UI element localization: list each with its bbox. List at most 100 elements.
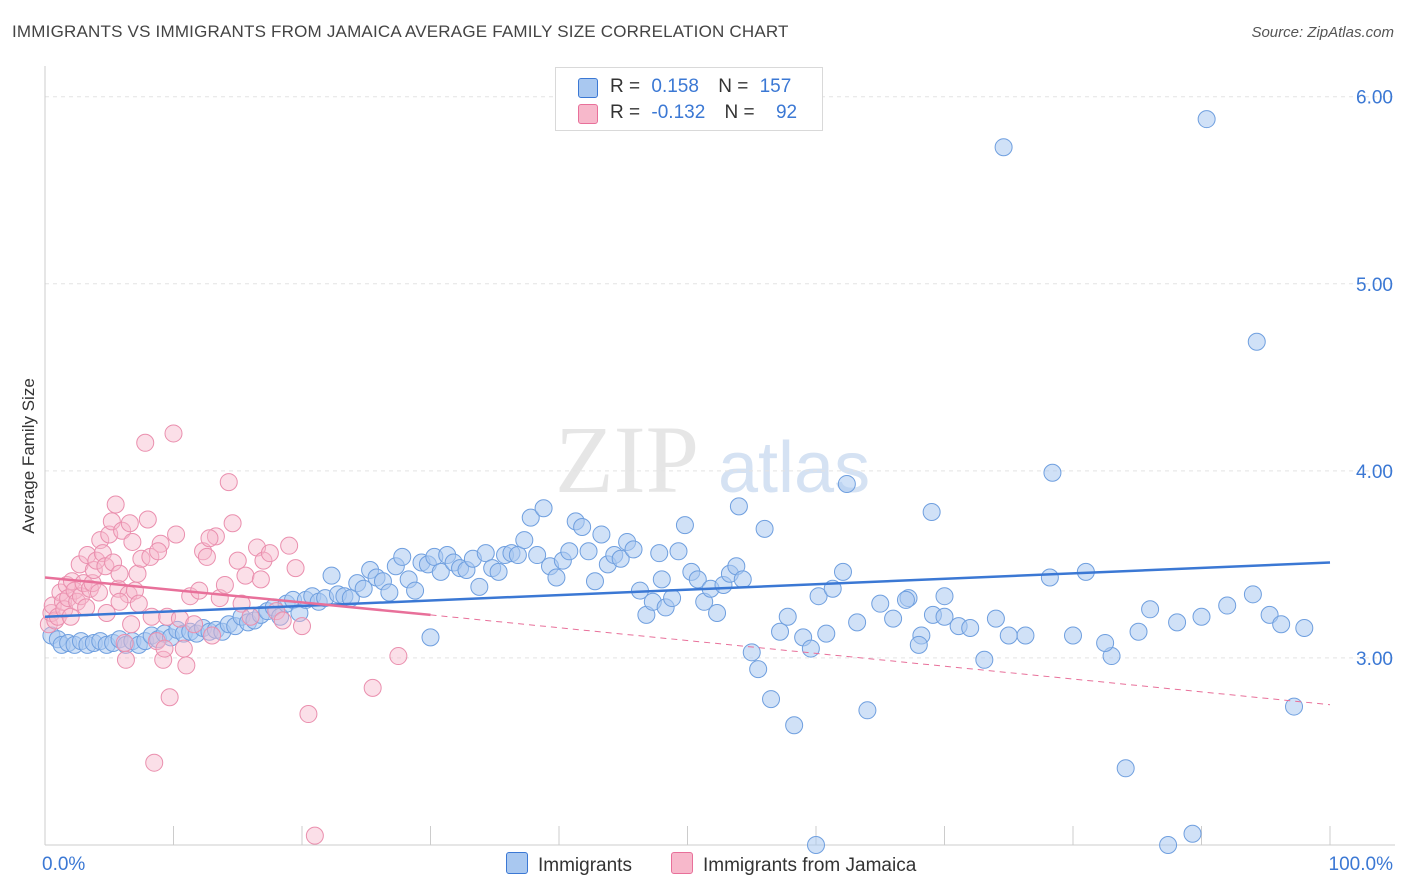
legend-r-value: 0.158 [651, 76, 699, 97]
jamaica-point [115, 633, 134, 652]
bottom-legend-swatch-jamaica [671, 852, 693, 874]
immigrants-point [909, 635, 928, 654]
immigrants-point [733, 570, 752, 589]
immigrants-point [1183, 824, 1202, 843]
immigrants-point [1247, 332, 1266, 351]
immigrants-point [729, 497, 748, 516]
jamaica-point [122, 615, 141, 634]
legend-n-value: 157 [759, 76, 792, 97]
watermark-zip: ZIP [555, 406, 699, 513]
jamaica-point [116, 650, 135, 669]
immigrants-point [785, 716, 804, 735]
jamaica-point [151, 534, 170, 553]
jamaica-point [197, 547, 216, 566]
immigrants-point [858, 701, 877, 720]
series-jamaica-points [39, 424, 408, 845]
jamaica-point [113, 521, 132, 540]
legend-n-value: 92 [775, 102, 798, 123]
jamaica-point [177, 656, 196, 675]
immigrants-point [807, 836, 825, 854]
x-tick-label-max: 100.0% [1329, 854, 1394, 875]
immigrants-point [999, 626, 1018, 645]
series-immigrants-points [42, 110, 1314, 854]
bottom-legend-label: Immigrants from Jamaica [703, 855, 917, 876]
legend-r-label: R = [610, 102, 641, 123]
jamaica-point [89, 583, 108, 602]
immigrants-point [871, 594, 890, 613]
jamaica-point [106, 495, 125, 514]
immigrants-point [778, 607, 797, 626]
jamaica-point [129, 594, 148, 613]
source-label: Source: ZipAtlas.com [1251, 24, 1394, 41]
jamaica-point [155, 639, 174, 658]
jamaica-point [219, 473, 238, 492]
immigrants-point [961, 618, 980, 637]
legend-n-label: N = [724, 102, 755, 123]
jamaica-point [280, 536, 299, 555]
jamaica-point [164, 424, 183, 443]
jamaica-point [203, 626, 222, 645]
immigrants-point [585, 572, 604, 591]
jamaica-point [389, 647, 408, 666]
jamaica-point [110, 592, 129, 611]
jamaica-point [132, 549, 151, 568]
jamaica-point [160, 688, 179, 707]
immigrants-point [380, 583, 399, 602]
immigrants-point [515, 531, 534, 550]
jamaica-point [286, 559, 305, 578]
jamaica-point [138, 510, 157, 529]
immigrants-point [560, 542, 579, 561]
immigrants-point [817, 624, 836, 643]
jamaica-point [236, 566, 255, 585]
jamaica-point [120, 514, 139, 533]
immigrants-point [884, 609, 903, 628]
immigrants-point [1116, 759, 1135, 778]
jamaica-point [147, 632, 166, 651]
immigrants-point [1192, 607, 1211, 626]
immigrants-point [771, 622, 790, 641]
jamaica-point [91, 531, 110, 550]
trend-line-jamaica-extension [430, 614, 1331, 706]
immigrants-point [1285, 697, 1304, 716]
immigrants-point [650, 544, 669, 563]
y-tick-label: 6.00 [1356, 88, 1393, 109]
immigrants-point [663, 589, 682, 608]
immigrants-point [393, 547, 412, 566]
jamaica-point [185, 615, 204, 634]
bottom-legend-jamaica: Immigrants from Jamaica [671, 852, 916, 877]
jamaica-point [299, 705, 318, 724]
jamaica-point [128, 564, 147, 583]
x-tick-label-min: 0.0% [42, 854, 85, 875]
immigrants-point [935, 587, 954, 606]
immigrants-point [421, 628, 440, 647]
immigrants-point [975, 650, 994, 669]
immigrants-point [573, 517, 592, 536]
legend-n-label: N = [718, 76, 749, 97]
jamaica-point [273, 611, 292, 630]
immigrants-point [592, 525, 611, 544]
jamaica-point [77, 598, 96, 617]
jamaica-point [215, 575, 234, 594]
immigrants-point [755, 519, 774, 538]
immigrants-point [547, 568, 566, 587]
bottom-legend-swatch-immigrants [506, 852, 528, 874]
jamaica-point [104, 553, 123, 572]
immigrants-point [1064, 626, 1082, 645]
immigrants-point [896, 590, 915, 609]
jamaica-point [93, 544, 112, 563]
immigrants-point [688, 570, 707, 589]
immigrants-point [322, 566, 341, 585]
tick-labels: 3.00 4.00 5.00 6.00 0.0% 100.0% [42, 88, 1393, 875]
immigrants-point [534, 499, 553, 518]
jamaica-point [228, 551, 247, 570]
jamaica-point [136, 433, 155, 452]
immigrants-point [1272, 615, 1291, 634]
immigrants-point [476, 544, 495, 563]
legend-swatch-jamaica [578, 104, 598, 124]
immigrants-point [431, 562, 450, 581]
immigrants-point [521, 508, 540, 527]
immigrants-point [837, 474, 856, 493]
immigrants-point [1141, 600, 1160, 619]
jamaica-point [363, 678, 382, 697]
immigrants-point [611, 549, 630, 568]
